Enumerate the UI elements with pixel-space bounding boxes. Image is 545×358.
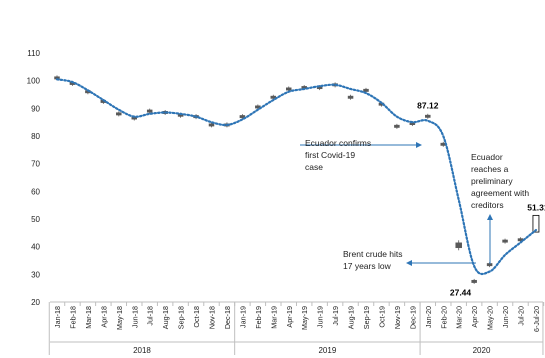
x-tick-label: Mar-19 (269, 306, 278, 329)
y-tick-label: 100 (27, 77, 41, 86)
axes: 20 30 40 50 60 70 80 90 100 110 Jan-18 Feb-18 Mar-18… (27, 49, 545, 355)
price-marker (146, 109, 153, 113)
x-tick-label: Apr-20 (470, 306, 479, 328)
price-marker (347, 95, 354, 99)
annotation-covid-line-1: Ecuador confirms (305, 138, 371, 148)
annotation-covid: Ecuador confirms first Covid-19 case (300, 138, 422, 172)
price-marker (208, 123, 215, 127)
x-tick-label: Nov-19 (393, 306, 402, 329)
y-tick-label: 80 (31, 132, 40, 141)
x-tick-label: Aug-19 (347, 306, 356, 329)
y-tick-label: 70 (31, 160, 40, 169)
x-tick-label: Jul-18 (146, 306, 155, 326)
annotation-covid-arrowhead (416, 142, 422, 148)
x-tick-label: Dec-19 (408, 306, 417, 329)
x-tick-label: Mar-18 (84, 306, 93, 329)
x-tick-label: Dec-18 (223, 306, 232, 329)
x-tick-label: Sep-19 (362, 306, 371, 329)
x-tick-label: Jun-19 (316, 306, 325, 328)
x-tick-label: Jan-19 (238, 306, 247, 328)
x-tick-label: Feb-18 (68, 306, 77, 329)
y-tick-label: 40 (31, 243, 40, 252)
y-tick-label: 90 (31, 104, 40, 113)
annotation-creditors-line-4: agreement with (471, 188, 529, 198)
price-marker (394, 124, 400, 128)
annotation-creditors: Ecuador reaches a preliminary agreement … (471, 152, 529, 264)
x-tick-label: May-20 (486, 306, 495, 330)
y-tick-label: 20 (31, 298, 40, 307)
price-marker (286, 87, 292, 91)
trend-series (55, 78, 538, 276)
y-tick-label: 110 (27, 49, 40, 58)
annotation-covid-line-2: first Covid-19 (305, 150, 355, 160)
year-label: 2020 (473, 346, 491, 355)
price-marker (455, 242, 462, 249)
price-marker (425, 114, 431, 118)
x-tick-label: Jun-20 (501, 306, 510, 328)
x-tick-label: 6-Jul-20 (532, 306, 541, 332)
x-tick-label: Nov-18 (208, 306, 217, 329)
price-markers (54, 75, 540, 284)
x-tick-label: Jun-18 (130, 306, 139, 328)
x-tick-label: Jan-20 (424, 306, 433, 328)
price-marker (239, 115, 246, 119)
annotation-creditors-line-3: preliminary (471, 176, 513, 186)
x-tick-label: Mar-20 (455, 306, 464, 329)
annotation-brent-line-1: Brent crude hits (343, 249, 403, 259)
annotation-creditors-line-2: reaches a (471, 164, 509, 174)
annotation-brent: Brent crude hits 17 years low (343, 249, 476, 271)
x-tick-label: May-19 (300, 306, 309, 330)
x-tick-label: Apr-18 (99, 306, 108, 328)
x-tick-label: Feb-20 (439, 306, 448, 329)
annotation-brent-arrowhead (406, 260, 412, 266)
x-tick-label: May-18 (115, 306, 124, 330)
price-marker (502, 239, 508, 243)
price-marker (116, 112, 122, 116)
year-label: 2019 (318, 346, 336, 355)
data-labels: 87.12 27.44 51.31 (417, 100, 545, 297)
data-label: 27.44 (450, 287, 472, 297)
x-tick-label: Jul-20 (517, 306, 526, 326)
price-marker (363, 88, 369, 92)
x-tick-label: Oct-18 (192, 306, 201, 328)
annotation-creditors-arrowhead (487, 214, 493, 220)
annotation-creditors-line-5: creditors (471, 200, 504, 210)
y-tick-label: 30 (31, 270, 40, 279)
price-marker (471, 279, 477, 283)
data-label: 87.12 (417, 100, 439, 110)
x-tick-label: Apr-19 (285, 306, 294, 328)
year-label: 2018 (133, 346, 151, 355)
y-tick-label: 50 (31, 215, 40, 224)
annotation-brent-line-2: 17 years low (343, 261, 392, 271)
x-tick-label: Aug-18 (161, 306, 170, 329)
x-tick-label: Feb-19 (254, 306, 263, 329)
x-tick-label: Jan-18 (53, 306, 62, 328)
x-tick-label: Jul-19 (331, 306, 340, 326)
x-tick-label: Sep-18 (177, 306, 186, 329)
annotation-covid-line-3: case (305, 162, 323, 172)
data-label: 51.31 (527, 202, 545, 212)
annotation-creditors-line-1: Ecuador (471, 152, 503, 162)
x-tick-label: Oct-19 (377, 306, 386, 328)
y-tick-label: 60 (31, 187, 40, 196)
price-marker (270, 95, 277, 99)
trend-line (55, 78, 538, 276)
price-marker-latest (532, 214, 540, 233)
